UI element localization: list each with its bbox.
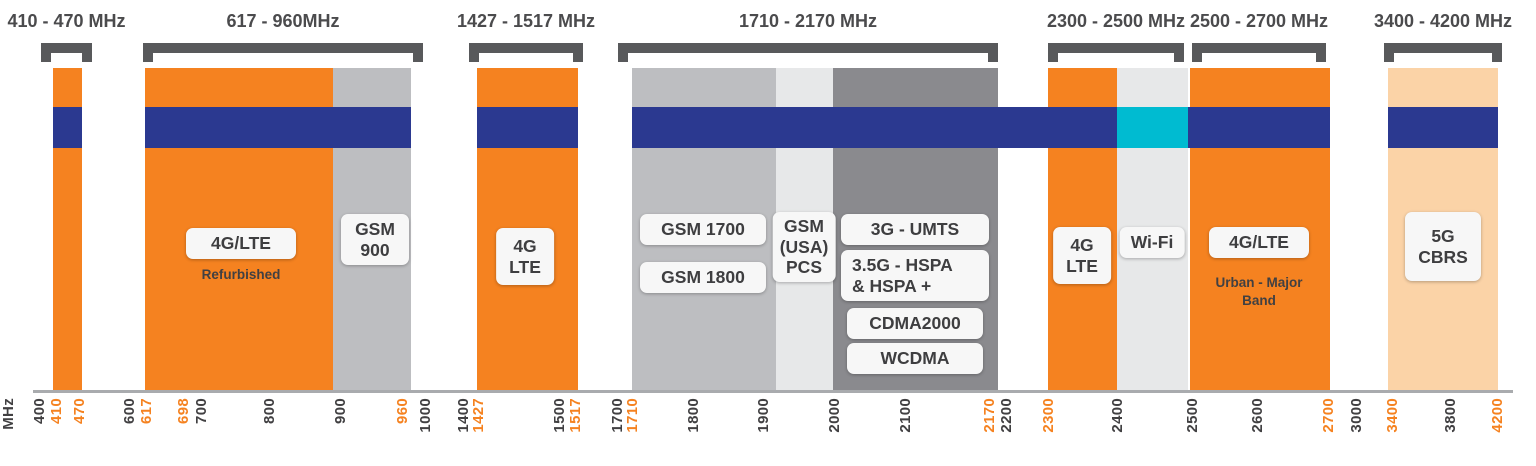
axis-tick-label: 617 <box>138 398 155 424</box>
tech-pill: 3.5G - HSPA & HSPA + <box>841 250 989 302</box>
axis-tick-label: 1500 <box>551 398 568 433</box>
tech-pill: GSM 900 <box>341 214 409 266</box>
tech-pill: GSM (USA) PCS <box>772 212 836 282</box>
axis-tick-label: 700 <box>193 398 210 424</box>
axis-tick-label: 600 <box>121 398 138 424</box>
tech-pill: 3G - UMTS <box>841 214 989 245</box>
axis-tick-label: 2300 <box>1040 398 1057 433</box>
highlight-stripe-segment <box>53 107 82 148</box>
range-bracket <box>469 43 583 62</box>
band-annotation: Refurbished <box>201 267 281 282</box>
axis-tick-label: 3000 <box>1348 398 1365 433</box>
range-bracket <box>1384 43 1502 62</box>
axis-tick-label: 2170 <box>981 398 998 433</box>
highlight-stripe-segment <box>1388 107 1498 148</box>
axis-tick-label: 2400 <box>1109 398 1126 433</box>
tech-pill: 4G/LTE <box>1209 227 1309 258</box>
axis-line <box>33 390 1513 393</box>
highlight-stripe-segment <box>1188 107 1330 148</box>
axis-tick-label: 1800 <box>685 398 702 433</box>
tech-pill: GSM 1800 <box>640 262 766 293</box>
axis-tick-label: 1900 <box>755 398 772 433</box>
highlight-stripe-segment <box>1117 107 1188 148</box>
axis-tick-label: 4200 <box>1489 398 1506 433</box>
range-bracket-label: 2300 - 2500 MHz <box>1046 11 1186 31</box>
range-bracket-label: 617 - 960MHz <box>226 11 340 31</box>
band-annotation: Urban - Major Band <box>1215 275 1303 308</box>
axis-tick-label: 3800 <box>1442 398 1459 433</box>
axis-tick-label: 900 <box>332 398 349 424</box>
axis-tick-label: 3400 <box>1384 398 1401 433</box>
range-bracket-label: 1710 - 2170 MHz <box>738 11 878 31</box>
axis-tick-label: 2600 <box>1249 398 1266 433</box>
axis-tick-label: 698 <box>175 398 192 424</box>
range-bracket-label: 1427 - 1517 MHz <box>456 11 596 31</box>
tech-pill: GSM 1700 <box>640 214 766 245</box>
axis-tick-label: 960 <box>394 398 411 424</box>
tech-pill: 5G CBRS <box>1405 212 1481 282</box>
tech-pill: 4G LTE <box>1053 227 1111 285</box>
axis-tick-label: 2200 <box>998 398 1015 433</box>
range-bracket <box>143 43 423 62</box>
axis-tick-label: 1517 <box>567 398 584 433</box>
tech-pill: 4G LTE <box>496 228 554 286</box>
axis-tick-label: 470 <box>71 398 88 424</box>
axis-tick-label: 2500 <box>1184 398 1201 433</box>
axis-tick-label: 1000 <box>417 398 434 433</box>
highlight-stripe-segment <box>632 107 1117 148</box>
range-bracket-label: 2500 - 2700 MHz <box>1189 11 1329 31</box>
range-bracket <box>1192 43 1326 62</box>
range-bracket <box>618 43 998 62</box>
axis-unit-label: MHz <box>0 398 17 430</box>
tech-pill: WCDMA <box>847 343 983 374</box>
highlight-stripe-segment <box>477 107 578 148</box>
axis-tick-label: 2000 <box>826 398 843 433</box>
range-bracket <box>41 43 92 62</box>
range-bracket-label: 410 - 470 MHz <box>7 11 126 31</box>
highlight-stripe-segment <box>145 107 411 148</box>
tech-pill: 4G/LTE <box>186 228 296 259</box>
range-bracket <box>1048 43 1184 62</box>
axis-tick-label: 2700 <box>1320 398 1337 433</box>
axis-tick-label: 800 <box>261 398 278 424</box>
axis-tick-label: 2100 <box>897 398 914 433</box>
axis-tick-label: 410 <box>48 398 65 424</box>
tech-pill: Wi-Fi <box>1119 227 1185 258</box>
axis-tick-label: 400 <box>31 398 48 424</box>
range-bracket-label: 3400 - 4200 MHz <box>1373 11 1513 31</box>
axis-tick-label: 1427 <box>470 398 487 433</box>
tech-pill: CDMA2000 <box>847 308 983 339</box>
axis-tick-label: 1710 <box>624 398 641 433</box>
